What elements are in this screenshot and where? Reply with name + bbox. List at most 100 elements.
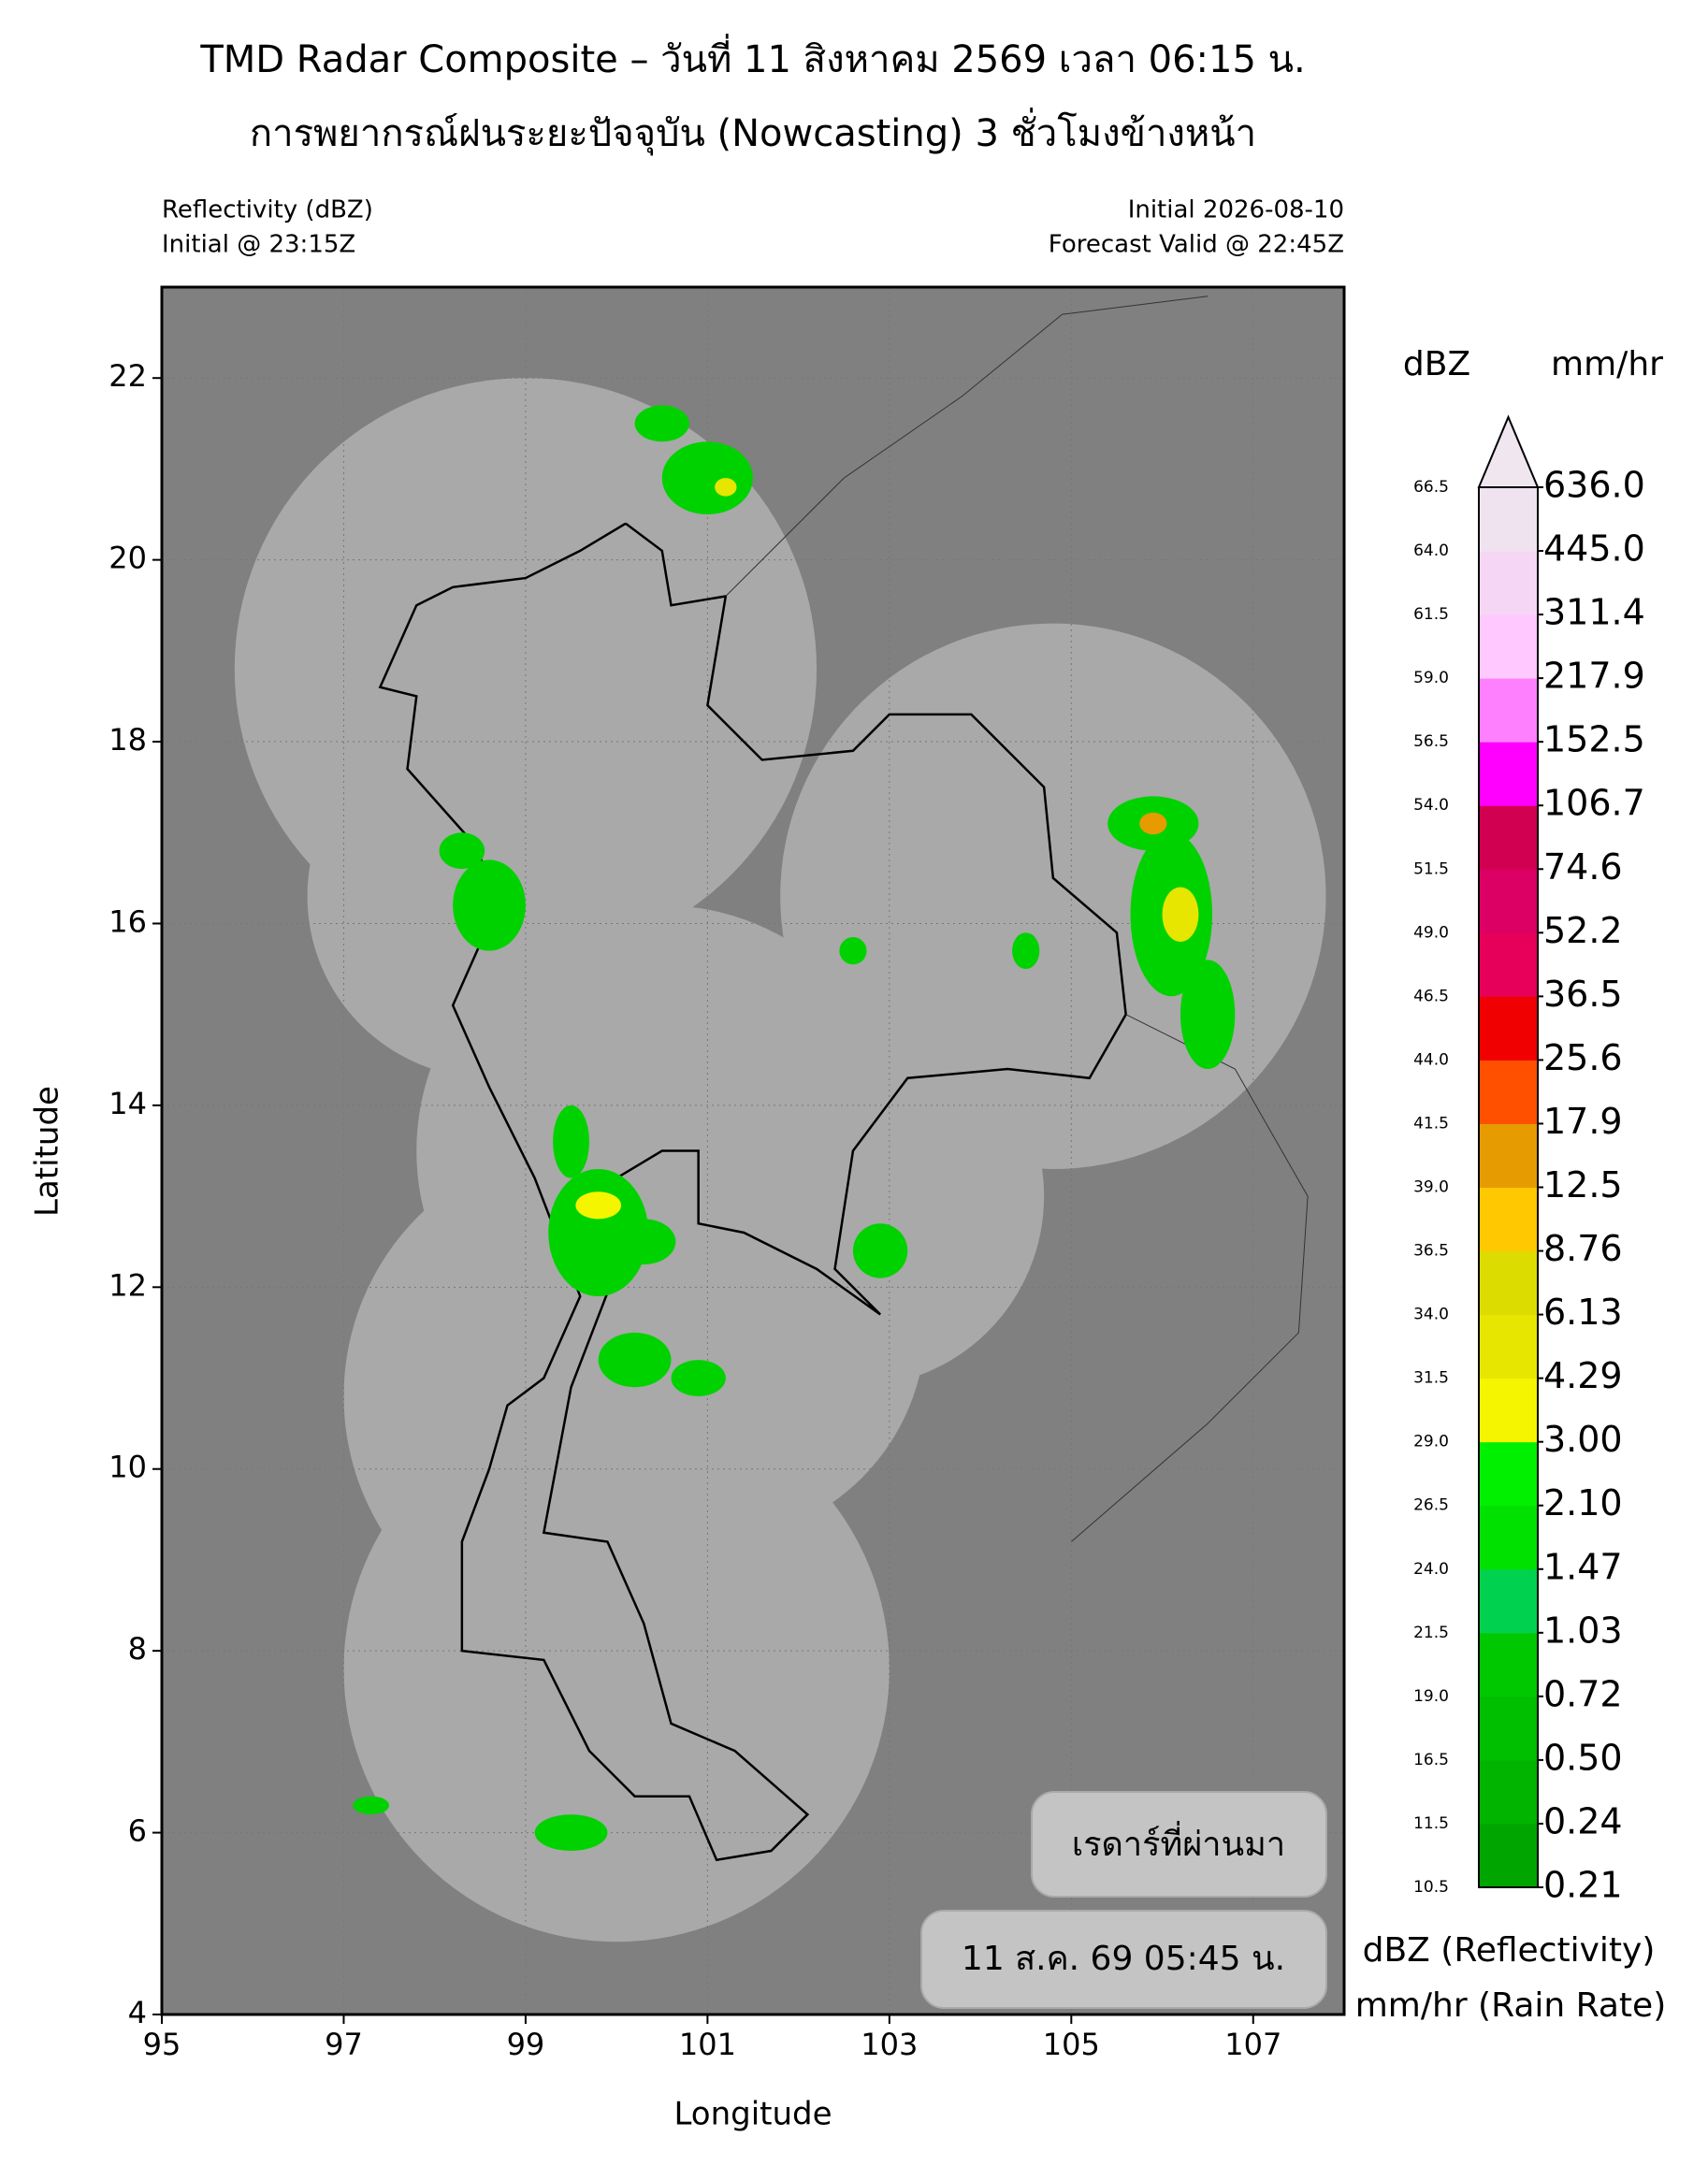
colorbar-label: mm/hr <box>1551 345 1663 383</box>
rain-echo <box>612 1219 676 1265</box>
x-tick-label: 103 <box>861 2027 918 2062</box>
colorbar-label: dBZ <box>1403 345 1470 383</box>
dbz-tick-label: 31.5 <box>1413 1369 1449 1388</box>
dbz-tick-label: 10.5 <box>1413 1878 1449 1897</box>
colorbar-segment <box>1479 932 1538 997</box>
y-tick-label: 10 <box>109 1450 147 1485</box>
colorbar-segment <box>1479 551 1538 615</box>
colorbar-segment <box>1479 1123 1538 1188</box>
dbz-tick-label: 16.5 <box>1413 1751 1449 1769</box>
x-tick-label: 105 <box>1043 2027 1100 2062</box>
colorbar-segment <box>1479 1823 1538 1888</box>
y-tick-label: 16 <box>109 903 147 939</box>
dbz-tick-label: 66.5 <box>1413 478 1449 497</box>
y-tick-label: 8 <box>128 1631 147 1667</box>
dbz-tick-label: 46.5 <box>1413 987 1449 1005</box>
overlay-time: 11 ส.ค. 69 05:45 น. <box>962 1940 1285 1978</box>
rate-tick-label: 4.29 <box>1543 1355 1623 1396</box>
y-tick-label: 6 <box>128 1813 147 1849</box>
colorbar-segment <box>1479 1250 1538 1316</box>
dbz-tick-label: 44.0 <box>1413 1050 1449 1069</box>
subtitle: การพยากรณ์ฝนระยะปัจจุบัน (Nowcasting) 3 … <box>250 108 1256 156</box>
right-note: Initial 2026-08-10 <box>1128 196 1344 224</box>
dbz-tick-label: 34.0 <box>1413 1306 1449 1324</box>
rain-echo <box>661 441 754 515</box>
dbz-tick-label: 51.5 <box>1413 859 1449 878</box>
dbz-tick-label: 59.0 <box>1413 669 1449 687</box>
dbz-tick-label: 39.0 <box>1413 1178 1449 1197</box>
dbz-tick-label: 64.0 <box>1413 542 1449 560</box>
rain-echo <box>548 1168 649 1297</box>
title: TMD Radar Composite – วันที่ 11 สิงหาคม … <box>199 34 1305 81</box>
rate-tick-label: 0.21 <box>1543 1865 1623 1906</box>
dbz-tick-label: 61.5 <box>1413 605 1449 624</box>
country-border <box>378 522 1127 1862</box>
rain-echo <box>852 1223 908 1278</box>
colorbar-segment <box>1479 869 1538 933</box>
colorbar-legend: dBZ (Reflectivity) <box>1363 1931 1656 1970</box>
rain-echo <box>671 1360 726 1396</box>
rate-tick-label: 106.7 <box>1543 783 1645 824</box>
colorbar-segment <box>1479 614 1538 679</box>
rate-tick-label: 12.5 <box>1543 1164 1623 1206</box>
colorbar-extend <box>1477 414 1540 488</box>
rate-tick-label: 1.47 <box>1543 1546 1623 1587</box>
colorbar-legend: mm/hr (Rain Rate) <box>1355 1986 1667 2025</box>
rain-echo <box>534 1814 608 1852</box>
rain-echo <box>839 937 867 965</box>
colorbar-segment <box>1479 1568 1538 1634</box>
rate-tick-label: 6.13 <box>1543 1292 1623 1333</box>
rain-echo <box>715 478 737 497</box>
left-note: Initial @ 23:15Z <box>162 231 355 259</box>
colorbar-segment <box>1479 1759 1538 1825</box>
rate-tick-label: 3.00 <box>1543 1419 1623 1460</box>
x-tick-label: 101 <box>679 2027 736 2062</box>
colorbar-segment <box>1479 1378 1538 1443</box>
dbz-tick-label: 49.0 <box>1413 923 1449 942</box>
rain-echo <box>575 1191 622 1220</box>
dbz-tick-label: 11.5 <box>1413 1814 1449 1833</box>
right-note: Forecast Valid @ 22:45Z <box>1049 231 1344 259</box>
radar-coverage <box>343 1395 890 1942</box>
rate-tick-label: 17.9 <box>1543 1101 1623 1142</box>
x-tick-label: 99 <box>507 2027 545 2062</box>
x-axis-label: Longitude <box>673 2096 832 2133</box>
rate-tick-label: 1.03 <box>1543 1610 1623 1651</box>
rate-tick-label: 0.50 <box>1543 1737 1623 1778</box>
rain-echo <box>1180 960 1236 1070</box>
rate-tick-label: 445.0 <box>1543 528 1645 570</box>
dbz-tick-label: 56.5 <box>1413 732 1449 751</box>
dbz-tick-label: 41.5 <box>1413 1114 1449 1133</box>
overlay-box <box>1031 1791 1327 1898</box>
x-tick-label: 97 <box>325 2027 363 2062</box>
dbz-tick-label: 54.0 <box>1413 796 1449 815</box>
dbz-tick-label: 24.0 <box>1413 1560 1449 1579</box>
colorbar-segment <box>1479 1187 1538 1252</box>
rain-echo <box>453 859 526 951</box>
rate-tick-label: 0.72 <box>1543 1673 1623 1714</box>
dbz-tick-label: 19.0 <box>1413 1687 1449 1706</box>
y-tick-label: 14 <box>109 1086 147 1121</box>
rain-echo <box>353 1796 390 1815</box>
rate-tick-label: 636.0 <box>1543 465 1645 506</box>
rate-tick-label: 52.2 <box>1543 910 1623 951</box>
rate-tick-label: 152.5 <box>1543 719 1645 760</box>
colorbar-segment <box>1479 805 1538 870</box>
dbz-tick-label: 26.5 <box>1413 1496 1449 1515</box>
colorbar-segment <box>1479 1060 1538 1124</box>
rain-echo <box>439 832 485 870</box>
colorbar-segment <box>1479 1696 1538 1761</box>
colorbar-segment <box>1479 1505 1538 1570</box>
rain-echo <box>598 1332 672 1388</box>
rate-tick-label: 8.76 <box>1543 1228 1623 1269</box>
colorbar-segment <box>1479 1632 1538 1697</box>
left-note: Reflectivity (dBZ) <box>162 196 373 224</box>
rain-echo <box>634 405 689 442</box>
rain-echo <box>1139 812 1167 835</box>
overlay: เรดาร์ที่ผ่านมา 11 ส.ค. 69 05:45 น. <box>920 1791 1327 2009</box>
dbz-tick-label: 29.0 <box>1413 1433 1449 1451</box>
neighbor-border <box>725 296 1209 597</box>
rain-echo <box>1012 932 1040 970</box>
colorbar-segment <box>1479 996 1538 1061</box>
